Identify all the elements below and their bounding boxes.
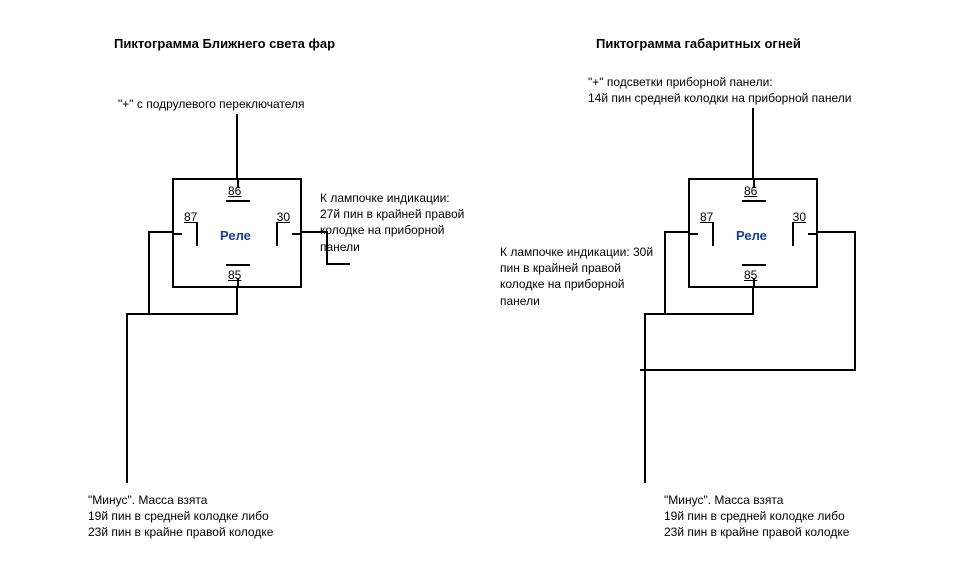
wire-top-left [236, 114, 238, 178]
relay-box-left: 86 87 30 85 Реле [172, 178, 302, 288]
wire-85-left-v1 [236, 288, 238, 315]
pin-30-right: 30 [793, 210, 806, 224]
left-top-label: "+" с подрулевого переключателя [118, 96, 305, 112]
wire-30-right-h2 [640, 369, 856, 371]
wire-ground-right-v [644, 313, 646, 483]
left-side-label: К лампочке индикации: 27й пин в крайней … [320, 190, 470, 255]
right-top-label: "+" подсветки приборной панели: 14й пин … [588, 74, 851, 106]
relay-text-left: Реле [220, 228, 251, 243]
left-bottom-label: "Минус". Масса взята 19й пин в средней к… [88, 492, 273, 541]
wire-30-right-h [818, 231, 856, 233]
pin-85-left: 85 [228, 268, 241, 282]
pin86-stub-left [237, 178, 239, 188]
pin30-stub-right [808, 233, 818, 235]
wire-87-left-v [148, 231, 150, 315]
wire-ground-right-h0 [644, 313, 666, 315]
wire-top-right [752, 108, 754, 178]
pin87-stub-left [172, 233, 182, 235]
pin85-stub-left [237, 278, 239, 288]
wire-30-right-v [854, 231, 856, 371]
pin85-bar-right [742, 264, 766, 266]
pin86-stub-right [753, 178, 755, 188]
wire-87-right-v [664, 231, 666, 315]
pin-30-left: 30 [277, 210, 290, 224]
pin87-bar-right [712, 222, 714, 246]
wire-87-right-h2 [664, 313, 754, 315]
right-title: Пиктограмма габаритных огней [596, 36, 801, 51]
wire-30-left-h2 [326, 263, 350, 265]
pin-86-right: 86 [744, 184, 757, 198]
relay-text-right: Реле [736, 228, 767, 243]
pin87-bar-left [196, 222, 198, 246]
pin87-stub-right [688, 233, 698, 235]
diagram-container: Пиктограмма Ближнего света фар "+" с под… [0, 0, 960, 578]
right-bottom-label: "Минус". Масса взята 19й пин в средней к… [664, 492, 849, 541]
pin30-bar-right [792, 222, 794, 246]
wire-87-right-h [664, 231, 688, 233]
left-title: Пиктограмма Ближнего света фар [114, 36, 335, 51]
wire-85-right-v1 [752, 288, 754, 315]
wire-87-left-h [148, 231, 172, 233]
pin30-stub-left [292, 233, 302, 235]
pin86-bar-left [226, 200, 250, 202]
pin86-bar-right [742, 200, 766, 202]
pin85-bar-left [226, 264, 250, 266]
pin85-stub-right [753, 278, 755, 288]
wire-ground-left-v [126, 313, 128, 483]
wire-ground-left-h [126, 313, 150, 315]
pin-86-left: 86 [228, 184, 241, 198]
pin30-bar-left [276, 222, 278, 246]
pin-85-right: 85 [744, 268, 757, 282]
relay-box-right: 86 87 30 85 Реле [688, 178, 818, 288]
wire-87-left-h2 [148, 313, 238, 315]
right-side-label: К лампочке индикации: 30й пин в крайней … [500, 244, 660, 309]
